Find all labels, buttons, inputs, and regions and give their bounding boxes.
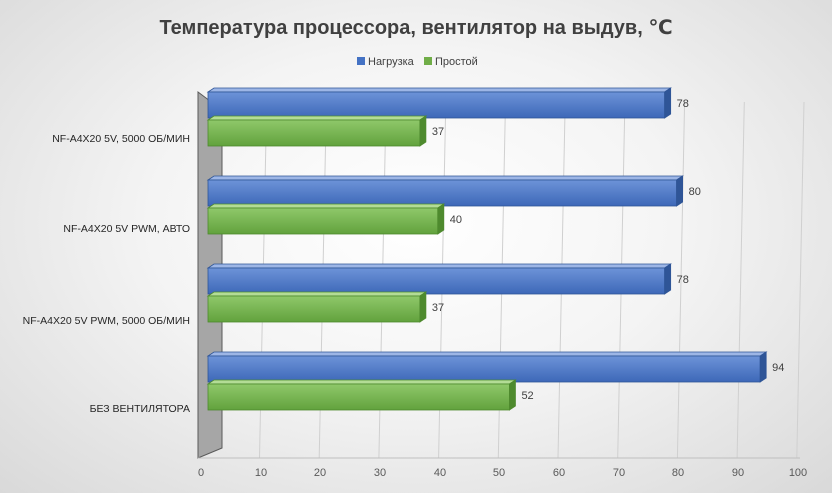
data-label: 52 [521,390,533,402]
legend-swatch-load [357,57,365,65]
bar-front-face [207,383,510,411]
gridline [796,101,805,459]
x-tick-label: 30 [374,467,386,479]
data-label: 80 [689,186,701,198]
bar-idle-4: 52 [206,379,534,411]
x-tick-label: 50 [493,467,505,479]
x-tick-label: 90 [732,467,744,479]
x-tick-label: 10 [255,467,267,479]
x-tick-label: 60 [553,467,565,479]
bar-front-face [207,355,761,383]
category-labels: NF-A4X20 5V, 5000 ОБ/МИН NF-A4X20 5V PWM… [23,133,190,415]
bar-end-face [676,175,683,207]
data-label: 78 [677,98,689,110]
bars: 78 37 80 40 78 37 94 52 [206,87,784,411]
category-label-4: БЕЗ ВЕНТИЛЯТОРА [90,403,190,415]
bar-front-face [207,91,666,119]
bar-end-face [759,351,767,383]
bar-top-face [206,203,446,209]
bar-idle-3: 37 [206,291,444,323]
bar-top-face [206,263,672,269]
gridline [736,101,745,459]
bar-front-face [207,207,439,235]
bar-end-face [664,87,672,119]
category-label-3: NF-A4X20 5V PWM, 5000 ОБ/МИН [23,315,190,327]
data-label: 40 [450,214,462,226]
bar-idle-1: 37 [206,115,444,147]
bar-top-face [206,379,517,385]
bar-end-face [509,379,516,411]
category-label-1: NF-A4X20 5V, 5000 ОБ/МИН [52,133,190,145]
legend-swatch-idle [424,57,432,65]
bar-top-face [206,291,428,297]
bar-load-3: 78 [206,263,689,295]
bar-load-2: 80 [206,175,701,207]
x-tick-label: 80 [672,467,684,479]
bar-front-face [207,179,678,207]
category-label-2: NF-A4X20 5V PWM, АВТО [63,223,190,235]
legend-label-load: Нагрузка [368,56,415,68]
x-tick-label: 70 [613,467,625,479]
data-label: 37 [432,302,444,314]
bar-load-1: 78 [206,87,689,119]
x-tick-label: 100 [789,467,807,479]
x-axis-ticks: 0 10 20 30 40 50 60 70 80 90 100 [198,467,807,479]
data-label: 78 [677,274,689,286]
x-tick-label: 0 [198,467,204,479]
bar-end-face [437,203,445,235]
bar-front-face [207,295,421,323]
bar-top-face [206,87,672,93]
data-label: 94 [772,362,784,374]
bar-end-face [419,291,427,323]
bar-top-face [206,175,684,181]
x-tick-label: 40 [434,467,446,479]
legend: Нагрузка Простой [357,56,478,68]
bar-top-face [206,115,428,121]
chart-title: Температура процессора, вентилятор на вы… [159,17,672,39]
gridline [676,101,686,459]
data-label: 37 [432,126,444,138]
bar-end-face [419,115,427,147]
bar-front-face [207,119,421,147]
bar-idle-2: 40 [206,203,462,235]
legend-label-idle: Простой [435,56,478,68]
x-tick-label: 20 [314,467,326,479]
bar-top-face [206,351,768,357]
bar-end-face [664,263,672,295]
bar-load-4: 94 [206,351,784,383]
bar-front-face [207,267,666,295]
